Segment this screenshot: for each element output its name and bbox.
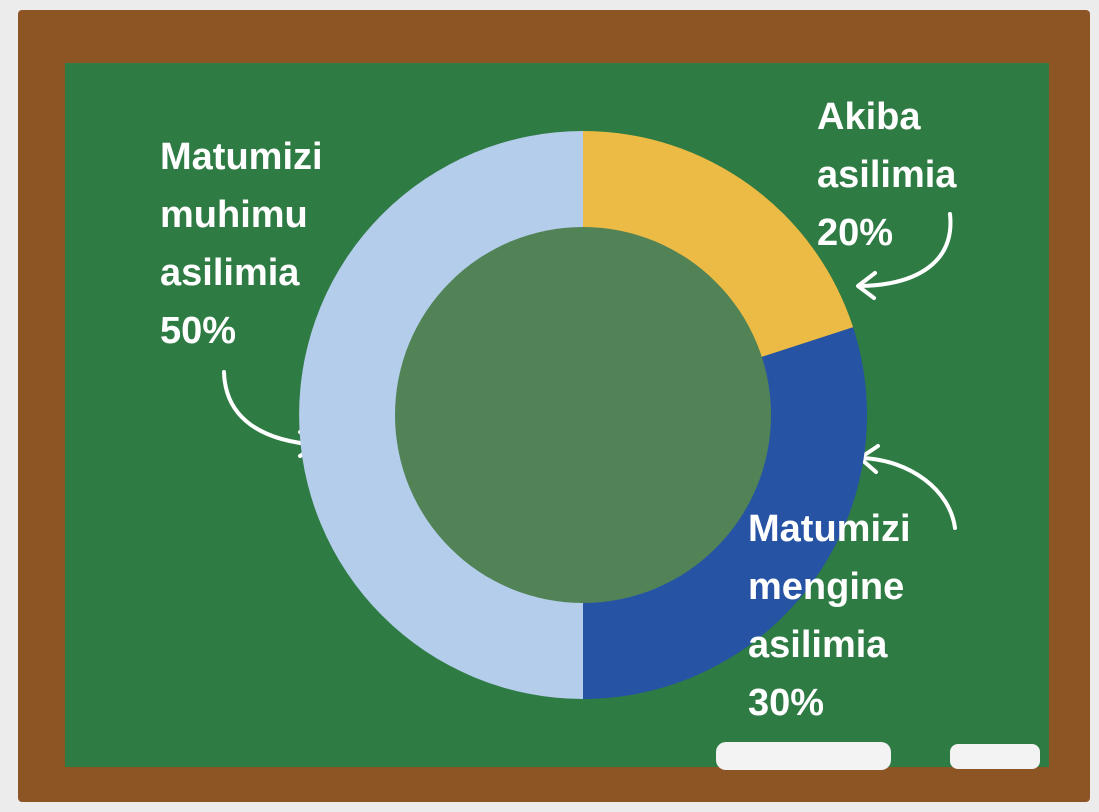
chalk (716, 742, 891, 770)
value-label: asilimia 30% (748, 616, 911, 732)
page: Akibaasilimia 20%Matumizi mengineasilimi… (0, 0, 1099, 812)
category-label: Matumizi muhimu (160, 128, 323, 244)
chalk (950, 744, 1040, 769)
category-label: Akiba (817, 88, 956, 146)
donut-hole (395, 227, 771, 603)
value-label: asilimia 20% (817, 146, 956, 262)
category-label: Matumizi mengine (748, 500, 911, 616)
value-label: asilimia 50% (160, 244, 323, 360)
